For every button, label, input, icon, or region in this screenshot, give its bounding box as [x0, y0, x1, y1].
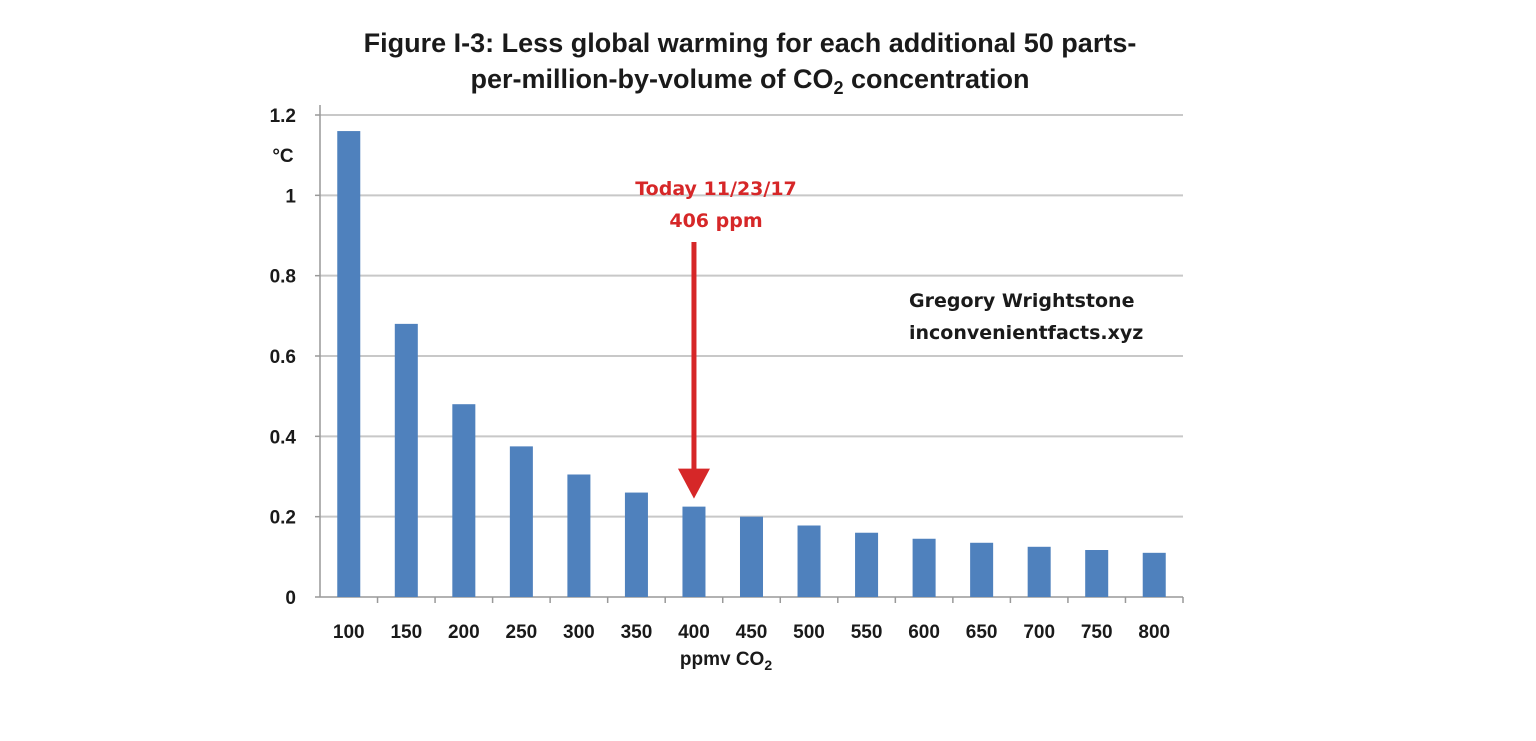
chart-title-line-1: Figure I-3: Less global warming for each…	[364, 28, 1137, 58]
bar-600	[912, 538, 936, 597]
y-tick-label-0: 0	[285, 588, 296, 609]
chart-title-line-2: per-million-by-volume of CO2 concentrati…	[470, 64, 1029, 98]
bar-100	[337, 131, 361, 598]
bar-200	[452, 404, 476, 597]
x-tick-label-550: 550	[851, 622, 883, 643]
x-tick-label-450: 450	[736, 622, 768, 643]
y-tick-label-3: 0.6	[270, 347, 296, 368]
bar-500	[797, 525, 821, 597]
y-tick-label-5: 1	[285, 186, 296, 207]
bar-250	[509, 446, 533, 597]
x-tick-label-750: 750	[1081, 622, 1113, 643]
bar-350	[624, 492, 648, 597]
bar-550	[855, 532, 879, 597]
annotation-arrow	[677, 242, 710, 499]
credit-website: inconvenientfacts.xyz	[909, 322, 1143, 344]
x-tick-label-700: 700	[1023, 622, 1055, 643]
credit-author: Gregory Wrightstone	[909, 290, 1134, 312]
x-tick-label-350: 350	[621, 622, 653, 643]
bar-800	[1142, 552, 1166, 597]
chart-title-subscript: 2	[833, 78, 843, 98]
y-tick-label-1: 0.2	[270, 508, 296, 529]
annotation-date: Today 11/23/17	[635, 178, 797, 200]
x-tick-label-400: 400	[678, 622, 710, 643]
arrow-head	[677, 468, 710, 499]
bar-750	[1085, 550, 1109, 597]
bar-300	[567, 474, 591, 597]
x-tick-label-650: 650	[966, 622, 998, 643]
chart-title-line-2-main: per-million-by-volume of CO	[470, 64, 833, 94]
y-tick-label-6: 1.2	[270, 106, 296, 127]
bar-700	[1027, 546, 1051, 597]
y-tick-labels: 0 0.2 0.4 0.6 0.8 1 1.2	[270, 106, 297, 609]
x-tick-label-800: 800	[1138, 622, 1170, 643]
bar-150	[394, 323, 418, 597]
gridlines	[320, 114, 1183, 518]
x-tick-label-500: 500	[793, 622, 825, 643]
x-axis-label-main: ppmv CO	[680, 649, 764, 670]
bar-400	[682, 506, 706, 597]
y-tick-label-4: 0.8	[270, 267, 296, 288]
x-tick-label-600: 600	[908, 622, 940, 643]
annotation-ppm: 406 ppm	[669, 210, 762, 232]
x-axis-label: ppmv CO2	[680, 649, 772, 673]
x-axis-label-subscript: 2	[764, 657, 772, 673]
x-tick-label-300: 300	[563, 622, 595, 643]
chart-title-line-2-end: concentration	[844, 64, 1030, 94]
x-tick-label-150: 150	[390, 622, 422, 643]
bar-650	[970, 542, 994, 597]
y-axis-unit-label: °C	[272, 146, 294, 167]
y-tick-label-2: 0.4	[270, 427, 297, 448]
x-tick-labels: 100 150 200 250 300 350 400 450 500 550 600 650 700 7…	[333, 622, 1170, 643]
bar-450	[739, 516, 764, 597]
x-tick-label-250: 250	[506, 622, 538, 643]
x-tick-label-200: 200	[448, 622, 480, 643]
x-tick-label-100: 100	[333, 622, 365, 643]
bars	[337, 131, 1166, 598]
